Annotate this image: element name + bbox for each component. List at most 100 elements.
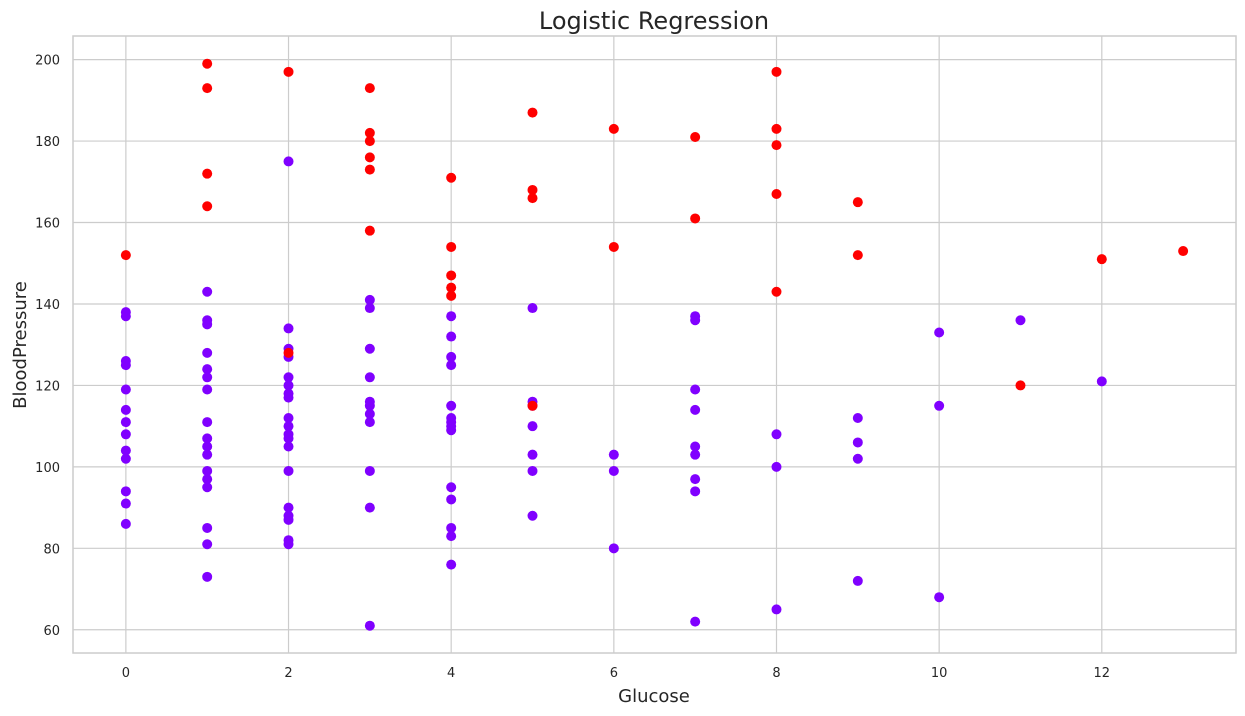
data-point-class-0 bbox=[202, 384, 213, 395]
data-point-class-1 bbox=[283, 66, 294, 77]
data-point-class-0 bbox=[690, 384, 701, 395]
data-point-class-0 bbox=[527, 421, 538, 432]
data-point-class-1 bbox=[364, 164, 375, 175]
data-point-class-0 bbox=[852, 437, 863, 448]
data-point-class-1 bbox=[446, 172, 457, 183]
x-tick-label: 2 bbox=[284, 666, 292, 681]
data-point-class-1 bbox=[608, 123, 619, 134]
data-point-class-0 bbox=[527, 303, 538, 314]
data-point-class-0 bbox=[690, 449, 701, 460]
data-point-class-0 bbox=[934, 592, 945, 603]
data-point-class-0 bbox=[283, 156, 294, 167]
data-point-class-0 bbox=[120, 445, 131, 456]
data-point-class-1 bbox=[690, 213, 701, 224]
data-point-class-0 bbox=[446, 522, 457, 533]
data-point-class-0 bbox=[446, 331, 457, 342]
y-tick-label: 100 bbox=[35, 461, 60, 476]
data-point-class-0 bbox=[446, 360, 457, 371]
data-point-class-0 bbox=[120, 360, 131, 371]
data-point-class-0 bbox=[527, 449, 538, 460]
y-tick-label: 160 bbox=[35, 217, 60, 232]
data-point-class-1 bbox=[771, 189, 782, 200]
data-point-class-1 bbox=[202, 58, 213, 69]
data-point-class-0 bbox=[446, 311, 457, 322]
x-tick-label: 10 bbox=[931, 666, 948, 681]
y-tick-label: 140 bbox=[35, 298, 60, 313]
x-tick-label: 12 bbox=[1094, 666, 1111, 681]
data-point-class-0 bbox=[690, 441, 701, 452]
data-point-class-0 bbox=[934, 327, 945, 338]
data-point-class-1 bbox=[771, 123, 782, 134]
y-tick-label: 120 bbox=[35, 379, 60, 394]
y-tick-label: 200 bbox=[35, 54, 60, 69]
data-point-class-0 bbox=[120, 498, 131, 509]
data-point-class-0 bbox=[202, 522, 213, 533]
data-points bbox=[120, 58, 1189, 631]
data-point-class-1 bbox=[202, 168, 213, 179]
data-point-class-0 bbox=[771, 604, 782, 615]
data-point-class-0 bbox=[283, 421, 294, 432]
data-point-class-0 bbox=[202, 417, 213, 428]
data-point-class-1 bbox=[852, 250, 863, 261]
y-axis-label: BloodPressure bbox=[10, 281, 31, 409]
data-point-class-0 bbox=[690, 315, 701, 326]
data-point-class-0 bbox=[771, 429, 782, 440]
tick-labels: 0 2 4 6 8 10 12 60 80 100 120 140 160 180 200 bbox=[35, 54, 1110, 681]
data-point-class-0 bbox=[934, 400, 945, 411]
data-point-class-0 bbox=[446, 531, 457, 542]
data-point-class-0 bbox=[364, 303, 375, 314]
data-point-class-0 bbox=[364, 465, 375, 476]
data-point-class-0 bbox=[283, 465, 294, 476]
x-axis-label: Glucose bbox=[618, 686, 690, 707]
data-point-class-0 bbox=[527, 510, 538, 521]
data-point-class-0 bbox=[364, 417, 375, 428]
data-point-class-1 bbox=[771, 66, 782, 77]
data-point-class-1 bbox=[1178, 246, 1189, 257]
plot-frame bbox=[72, 35, 1237, 654]
y-tick-label: 180 bbox=[35, 135, 60, 150]
data-point-class-0 bbox=[608, 449, 619, 460]
data-point-class-0 bbox=[690, 404, 701, 415]
data-point-class-1 bbox=[690, 132, 701, 143]
data-point-class-0 bbox=[446, 400, 457, 411]
data-point-class-1 bbox=[364, 152, 375, 163]
data-point-class-0 bbox=[690, 616, 701, 627]
data-point-class-1 bbox=[446, 270, 457, 281]
data-point-class-0 bbox=[283, 441, 294, 452]
data-point-class-1 bbox=[364, 225, 375, 236]
data-point-class-1 bbox=[446, 241, 457, 252]
data-point-class-0 bbox=[120, 518, 131, 529]
data-point-class-1 bbox=[771, 286, 782, 297]
data-point-class-1 bbox=[364, 83, 375, 94]
data-point-class-0 bbox=[608, 543, 619, 554]
data-point-class-0 bbox=[1015, 315, 1026, 326]
data-point-class-1 bbox=[527, 400, 538, 411]
data-point-class-0 bbox=[283, 502, 294, 513]
data-point-class-0 bbox=[202, 441, 213, 452]
data-point-class-0 bbox=[1096, 376, 1107, 387]
data-point-class-0 bbox=[446, 351, 457, 362]
data-point-class-0 bbox=[364, 408, 375, 419]
chart-title: Logistic Regression bbox=[539, 7, 769, 35]
data-point-class-0 bbox=[202, 539, 213, 550]
data-point-class-0 bbox=[120, 453, 131, 464]
x-tick-label: 6 bbox=[610, 666, 618, 681]
data-point-class-0 bbox=[202, 465, 213, 476]
data-point-class-1 bbox=[1096, 254, 1107, 265]
data-point-class-0 bbox=[202, 319, 213, 330]
y-tick-label: 80 bbox=[43, 542, 60, 557]
data-point-class-0 bbox=[283, 539, 294, 550]
data-point-class-0 bbox=[202, 347, 213, 358]
x-tick-label: 8 bbox=[772, 666, 780, 681]
data-point-class-1 bbox=[608, 241, 619, 252]
data-point-class-0 bbox=[527, 465, 538, 476]
data-point-class-0 bbox=[364, 372, 375, 383]
data-point-class-1 bbox=[527, 107, 538, 118]
x-tick-label: 4 bbox=[447, 666, 455, 681]
data-point-class-1 bbox=[202, 83, 213, 94]
data-point-class-0 bbox=[120, 311, 131, 322]
data-point-class-1 bbox=[1015, 380, 1026, 391]
data-point-class-0 bbox=[364, 620, 375, 631]
data-point-class-1 bbox=[446, 282, 457, 293]
data-point-class-0 bbox=[690, 474, 701, 485]
